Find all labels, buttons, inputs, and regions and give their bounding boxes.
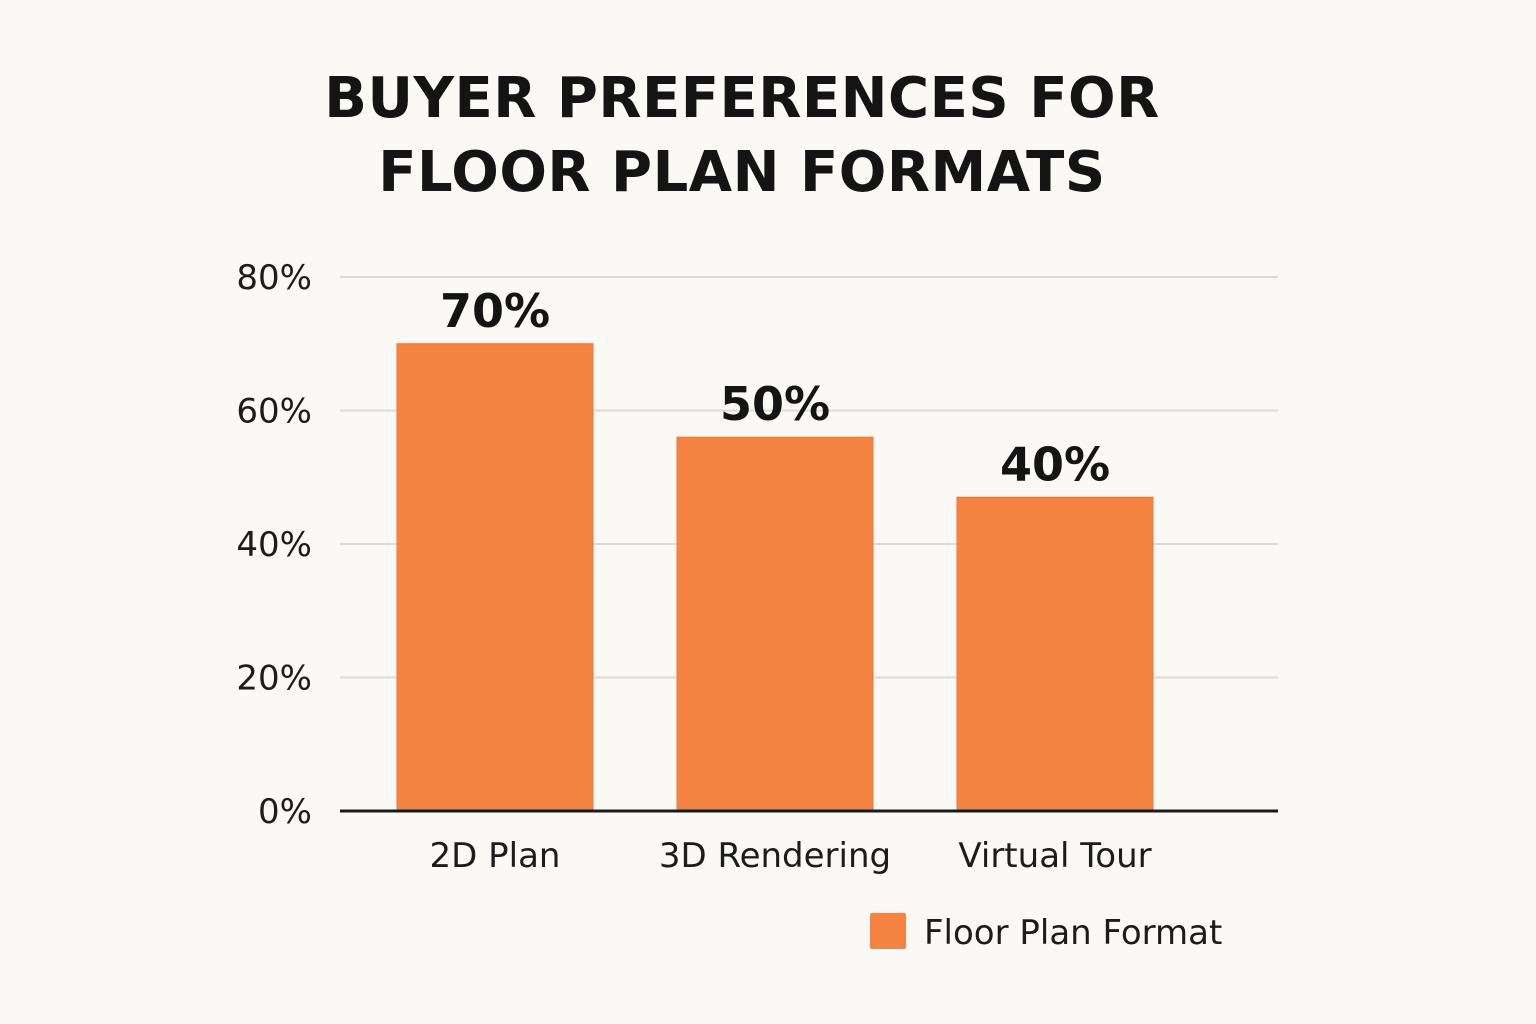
chart-title: BUYER PREFERENCES FOR FLOOR PLAN FORMATS [0, 62, 1484, 210]
y-axis-ticks: 0% 20% 40% 60% 80% [236, 258, 312, 832]
legend-label: Floor Plan Format [924, 913, 1222, 953]
data-label: 50% [720, 377, 830, 431]
y-tick-label: 0% [258, 792, 312, 832]
x-category-label: 3D Rendering [659, 836, 891, 876]
bar [956, 496, 1154, 812]
x-category-label: Virtual Tour [958, 836, 1151, 876]
y-tick-label: 40% [236, 525, 312, 565]
legend-swatch [870, 913, 906, 949]
y-tick-label: 60% [236, 392, 312, 432]
legend: Floor Plan Format [870, 913, 1222, 953]
chart-title-line-1: BUYER PREFERENCES FOR [324, 66, 1160, 131]
y-tick-label: 80% [236, 258, 312, 298]
x-axis-categories: 2D Plan 3D Rendering Virtual Tour [430, 836, 1152, 876]
chart-title-line-2: FLOOR PLAN FORMATS [378, 140, 1106, 205]
bar [676, 436, 874, 812]
data-labels: 70% 50% 40% [440, 284, 1110, 492]
y-tick-label: 20% [236, 659, 312, 699]
bar [396, 343, 594, 812]
data-label: 40% [1000, 437, 1110, 491]
data-label: 70% [440, 284, 550, 338]
x-category-label: 2D Plan [430, 836, 561, 876]
